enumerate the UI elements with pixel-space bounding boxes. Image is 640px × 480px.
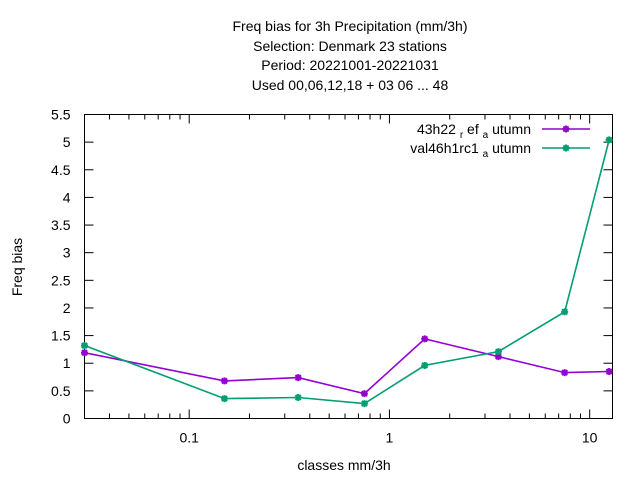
data-point-core: [562, 370, 568, 376]
x-tick-label: 10: [582, 430, 598, 446]
title-line-1: Freq bias for 3h Precipitation (mm/3h): [233, 18, 468, 34]
title-line-3: Period: 20221001-20221031: [261, 57, 439, 73]
y-tick-label: 3.5: [51, 217, 71, 233]
series-line-1: [84, 338, 610, 395]
data-point-core: [562, 309, 568, 315]
data-point: [605, 136, 613, 144]
data-point-core: [422, 362, 428, 368]
data-point-core: [495, 349, 501, 355]
legend-label-1-main: 43h22: [417, 121, 456, 137]
series-layer: [81, 136, 613, 408]
legend-label-1: 43h22 r ef a utumn: [417, 121, 531, 141]
y-axis: 0 0.5 1 1.5 2 2.5 3 3.5 4 4.5 5 5.5: [51, 107, 613, 427]
data-point-core: [606, 137, 612, 143]
y-tick-label: 1.5: [51, 328, 71, 344]
legend-marker: [562, 144, 570, 152]
y-tick-label: 4: [63, 189, 71, 205]
data-point: [294, 374, 302, 382]
data-point: [81, 349, 88, 357]
y-tick-label: 5: [63, 134, 71, 150]
legend-label-1-mid: ef: [467, 121, 479, 137]
legend-label-1-sub-r: r: [460, 130, 464, 141]
x-tick-label: 1: [386, 430, 394, 446]
x-axis: 0.1 1 10: [84, 114, 598, 446]
legend-label-2-sub-a: a: [483, 149, 489, 160]
legend-label-2: val46h1rc1 a utumn: [410, 140, 531, 160]
y-axis-label: Freq bias: [9, 238, 25, 296]
series-line-2: [84, 139, 610, 405]
y-tick-label: 0.5: [51, 383, 71, 399]
data-point-core: [295, 394, 301, 400]
data-point-core: [295, 375, 301, 381]
data-point: [81, 342, 88, 350]
y-tick-label: 1: [63, 355, 71, 371]
title-line-2: Selection: Denmark 23 stations: [253, 38, 447, 54]
x-axis-label: classes mm/3h: [297, 457, 390, 473]
data-point-core: [221, 396, 227, 402]
legend: 43h22 r ef a utumn val46h1rc1 a utumn: [410, 121, 590, 160]
legend-label-2-tail: utumn: [492, 140, 531, 156]
data-point: [220, 395, 228, 403]
data-point: [220, 377, 228, 385]
data-point: [360, 400, 368, 408]
y-tick-label: 5.5: [51, 107, 71, 123]
data-point: [421, 335, 429, 343]
title-line-4: Used 00,06,12,18 + 03 06 ... 48: [252, 77, 449, 93]
data-point: [561, 369, 569, 377]
legend-marker: [562, 125, 570, 133]
data-point-core: [361, 391, 367, 397]
data-point: [494, 348, 502, 356]
legend-label-2-main: val46h1rc1: [410, 140, 479, 156]
x-tick-label: 0.1: [179, 430, 199, 446]
data-point: [294, 393, 302, 401]
data-point-core: [495, 354, 501, 360]
data-point: [494, 353, 502, 361]
data-point: [561, 308, 569, 316]
y-tick-label: 2: [63, 300, 71, 316]
legend-swatch-2: [542, 144, 590, 152]
plot-frame: [84, 114, 613, 419]
data-point-core: [563, 145, 569, 151]
data-point-core: [563, 126, 569, 132]
legend-label-1-tail: utumn: [492, 121, 531, 137]
y-tick-label: 4.5: [51, 162, 71, 178]
data-point: [360, 390, 368, 398]
y-tick-label: 2.5: [51, 272, 71, 288]
legend-label-1-sub-a: a: [483, 130, 489, 141]
data-point: [605, 368, 613, 376]
data-point: [421, 361, 429, 369]
data-point-core: [82, 343, 87, 349]
chart-title: Freq bias for 3h Precipitation (mm/3h) S…: [233, 18, 468, 93]
data-point-core: [82, 350, 87, 356]
y-tick-label: 0: [63, 411, 71, 427]
data-point-core: [422, 336, 428, 342]
data-point-core: [606, 369, 612, 375]
data-point-core: [361, 401, 367, 407]
legend-swatch-1: [542, 125, 590, 133]
y-tick-label: 3: [63, 245, 71, 261]
data-point-core: [221, 378, 227, 384]
